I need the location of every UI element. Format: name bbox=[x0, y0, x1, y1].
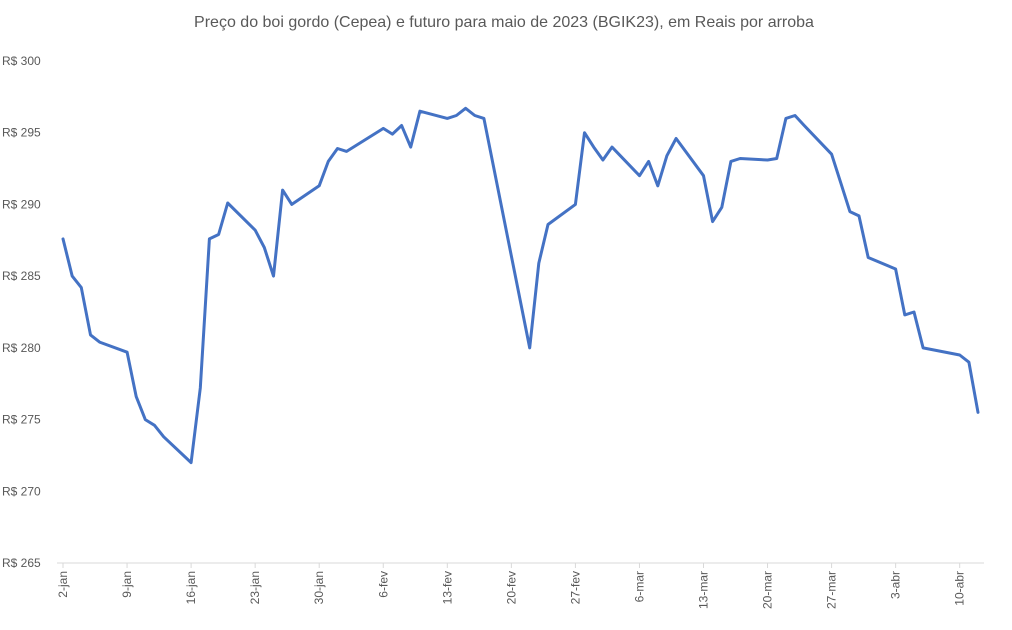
data-point bbox=[254, 229, 257, 232]
y-tick-label: R$ 280 bbox=[2, 341, 41, 355]
x-tick-label: 23-jan bbox=[248, 571, 262, 604]
data-point bbox=[217, 233, 220, 236]
data-point bbox=[803, 124, 806, 127]
data-point bbox=[382, 127, 385, 130]
data-point bbox=[409, 146, 412, 149]
data-point bbox=[126, 351, 129, 354]
series-line bbox=[61, 106, 980, 465]
data-point bbox=[867, 256, 870, 259]
y-axis: R$ 265 R$ 270 R$ 275 R$ 280 R$ 285 R$ 290 R$ 2… bbox=[2, 54, 41, 570]
data-points bbox=[62, 107, 980, 464]
data-point bbox=[913, 311, 916, 314]
data-point bbox=[547, 223, 550, 226]
x-tick-label: 3-abr bbox=[889, 571, 903, 599]
data-point bbox=[903, 313, 906, 316]
data-point bbox=[638, 174, 641, 177]
data-point bbox=[400, 124, 403, 127]
data-point bbox=[482, 117, 485, 120]
data-point bbox=[794, 114, 797, 117]
x-tick-label: 2-jan bbox=[56, 571, 70, 598]
data-point bbox=[272, 275, 275, 278]
data-point bbox=[675, 137, 678, 140]
data-point bbox=[766, 159, 769, 162]
data-point bbox=[345, 150, 348, 153]
y-tick-label: R$ 285 bbox=[2, 269, 41, 283]
x-axis: 2-jan 9-jan 16-jan 23-jan 30-jan 6-fev 13-fev 2… bbox=[56, 563, 967, 609]
data-point bbox=[263, 246, 266, 249]
data-point bbox=[711, 220, 714, 223]
x-tick-label: 30-jan bbox=[312, 571, 326, 604]
data-point bbox=[391, 133, 394, 136]
data-point bbox=[290, 203, 293, 206]
data-point bbox=[894, 268, 897, 271]
y-tick-label: R$ 295 bbox=[2, 126, 41, 140]
data-point bbox=[977, 411, 980, 414]
data-point bbox=[729, 160, 732, 163]
data-point bbox=[336, 147, 339, 150]
data-point bbox=[647, 160, 650, 163]
x-tick-label: 20-fev bbox=[504, 571, 518, 604]
x-tick-label: 20-mar bbox=[761, 571, 775, 609]
data-point bbox=[739, 157, 742, 160]
data-point bbox=[967, 361, 970, 364]
data-point bbox=[135, 395, 138, 398]
data-point bbox=[528, 346, 531, 349]
x-tick-label: 10-abr bbox=[953, 571, 967, 606]
data-point bbox=[446, 117, 449, 120]
data-point bbox=[71, 275, 74, 278]
data-point bbox=[583, 131, 586, 134]
data-point bbox=[574, 203, 577, 206]
x-tick-label: 6-fev bbox=[376, 571, 390, 598]
y-tick-label: R$ 300 bbox=[2, 54, 41, 68]
x-tick-label: 27-mar bbox=[825, 571, 839, 609]
data-point bbox=[702, 174, 705, 177]
data-point bbox=[592, 146, 595, 149]
y-tick-label: R$ 265 bbox=[2, 556, 41, 570]
data-point bbox=[665, 154, 668, 157]
x-tick-label: 16-jan bbox=[184, 571, 198, 604]
data-point bbox=[720, 206, 723, 209]
data-point bbox=[601, 159, 604, 162]
data-point bbox=[464, 107, 467, 110]
data-point bbox=[839, 181, 842, 184]
data-point bbox=[958, 354, 961, 357]
data-point bbox=[775, 157, 778, 160]
x-tick-label: 13-mar bbox=[697, 571, 711, 609]
data-point bbox=[89, 333, 92, 336]
data-point bbox=[656, 184, 659, 187]
data-point bbox=[848, 210, 851, 213]
x-tick-label: 6-mar bbox=[632, 571, 646, 602]
data-point bbox=[537, 262, 540, 265]
data-point bbox=[922, 346, 925, 349]
data-point bbox=[62, 237, 65, 240]
x-tick-label: 13-fev bbox=[440, 571, 454, 604]
data-point bbox=[455, 114, 458, 117]
data-point bbox=[473, 114, 476, 117]
data-point bbox=[208, 237, 211, 240]
data-point bbox=[80, 286, 83, 289]
data-point bbox=[162, 435, 165, 438]
data-point bbox=[199, 387, 202, 390]
data-point bbox=[153, 424, 156, 427]
y-tick-label: R$ 290 bbox=[2, 197, 41, 211]
data-point bbox=[830, 153, 833, 156]
x-tick-label: 9-jan bbox=[120, 571, 134, 598]
data-point bbox=[784, 117, 787, 120]
y-tick-label: R$ 275 bbox=[2, 413, 41, 427]
data-point bbox=[281, 189, 284, 192]
y-tick-label: R$ 270 bbox=[2, 484, 41, 498]
x-tick-label: 27-fev bbox=[568, 571, 582, 604]
data-point bbox=[611, 146, 614, 149]
data-point bbox=[327, 160, 330, 163]
data-point bbox=[318, 184, 321, 187]
data-point bbox=[858, 214, 861, 217]
data-point bbox=[418, 110, 421, 113]
data-point bbox=[354, 144, 357, 147]
data-point bbox=[226, 202, 229, 205]
chart-title: Preço do boi gordo (Cepea) e futuro para… bbox=[194, 14, 814, 31]
data-point bbox=[190, 461, 193, 464]
data-point bbox=[144, 418, 147, 421]
data-point bbox=[98, 341, 101, 344]
